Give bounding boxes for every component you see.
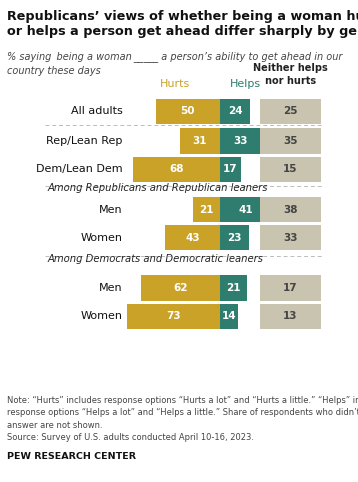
Text: Among Democrats and Democratic leaners: Among Democrats and Democratic leaners	[48, 254, 263, 264]
Bar	[165, 225, 220, 251]
Text: 25: 25	[283, 107, 297, 116]
Text: Rep/Lean Rep: Rep/Lean Rep	[46, 136, 122, 146]
Text: 24: 24	[228, 107, 242, 116]
Text: 23: 23	[227, 233, 242, 243]
Text: PEW RESEARCH CENTER: PEW RESEARCH CENTER	[7, 452, 136, 461]
Text: 50: 50	[180, 107, 195, 116]
Text: 43: 43	[185, 233, 200, 243]
Text: 21: 21	[226, 283, 241, 293]
Bar	[156, 99, 220, 124]
Bar	[260, 99, 321, 124]
Bar	[220, 304, 238, 329]
Text: 17: 17	[283, 283, 297, 293]
Text: Dem/Lean Dem: Dem/Lean Dem	[36, 164, 122, 174]
Text: 21: 21	[199, 205, 214, 214]
Text: 68: 68	[169, 164, 184, 174]
Text: Hurts: Hurts	[160, 80, 190, 89]
Text: Note: “Hurts” includes response options “Hurts a lot” and “Hurts a little.” “Hel: Note: “Hurts” includes response options …	[7, 396, 358, 442]
Text: All adults: All adults	[71, 107, 122, 116]
Text: Neither helps
nor hurts: Neither helps nor hurts	[253, 63, 328, 86]
Text: 33: 33	[283, 233, 297, 243]
Bar	[220, 99, 250, 124]
Text: Men: Men	[99, 205, 122, 214]
Text: 73: 73	[166, 311, 180, 321]
Bar	[260, 225, 321, 251]
Bar	[260, 304, 321, 329]
Bar	[127, 304, 220, 329]
Text: 31: 31	[193, 136, 207, 146]
Bar	[180, 128, 220, 154]
Bar	[260, 197, 321, 222]
Bar	[141, 275, 220, 301]
Bar	[220, 275, 247, 301]
Text: 35: 35	[283, 136, 297, 146]
Bar	[193, 197, 220, 222]
Text: % saying  ​being a woman​ _____ a person’s ability to get ahead in our: % saying ​being a woman​ _____ a person’…	[7, 52, 343, 63]
Text: 15: 15	[283, 164, 297, 174]
Text: Helps: Helps	[230, 80, 261, 89]
Text: Among Republicans and Republican leaners: Among Republicans and Republican leaners	[48, 184, 268, 193]
Bar	[133, 157, 220, 182]
Text: 14: 14	[221, 311, 236, 321]
Text: 38: 38	[283, 205, 297, 214]
Bar	[220, 197, 272, 222]
Text: 33: 33	[233, 136, 248, 146]
Text: Women: Women	[81, 233, 122, 243]
Bar	[260, 275, 321, 301]
Text: 41: 41	[239, 205, 253, 214]
Bar	[260, 128, 321, 154]
Text: Republicans’ views of whether being a woman hurts
or helps a person get ahead di: Republicans’ views of whether being a wo…	[7, 10, 358, 38]
Bar	[220, 128, 262, 154]
Bar	[220, 225, 249, 251]
Text: 17: 17	[223, 164, 238, 174]
Bar	[260, 157, 321, 182]
Text: 62: 62	[173, 283, 188, 293]
Text: Women: Women	[81, 311, 122, 321]
Text: Men: Men	[99, 283, 122, 293]
Text: 13: 13	[283, 311, 297, 321]
Bar	[220, 157, 241, 182]
Text: country these days: country these days	[7, 66, 101, 76]
